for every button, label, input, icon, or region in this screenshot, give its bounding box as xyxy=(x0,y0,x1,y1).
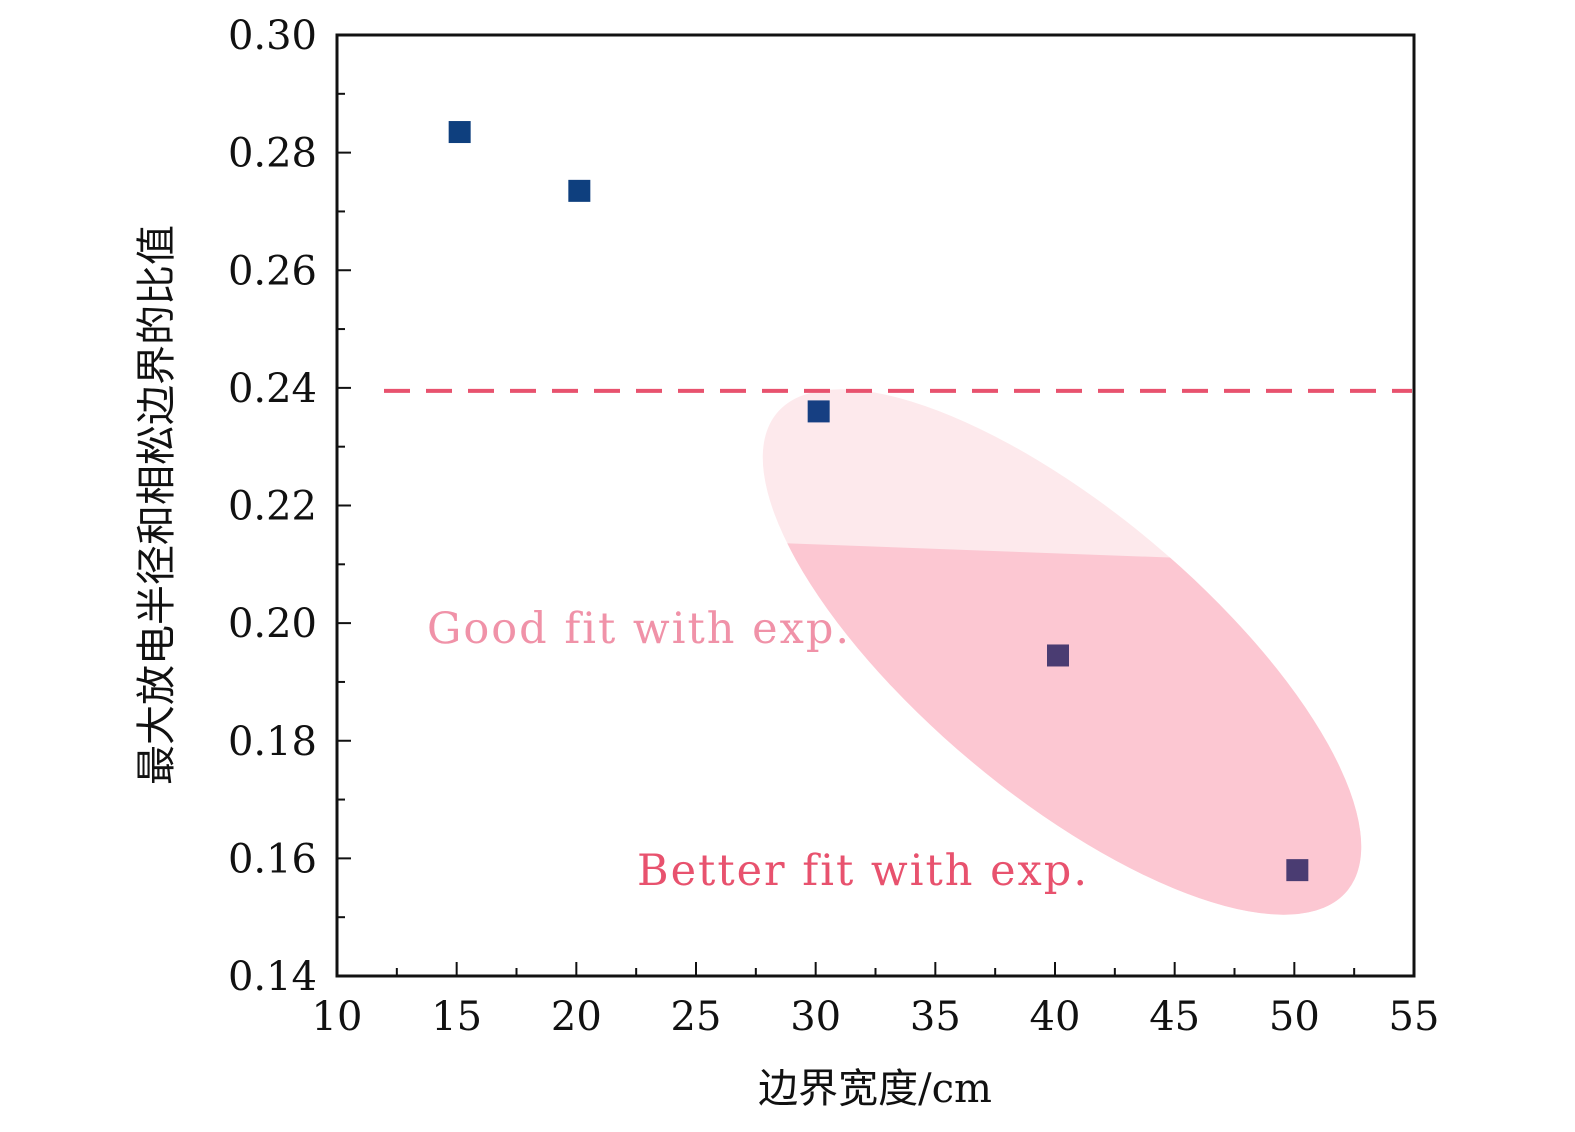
y-tick-label: 0.18 xyxy=(228,719,317,765)
x-tick-label: 15 xyxy=(431,994,482,1040)
data-point xyxy=(568,179,591,202)
x-tick-label: 30 xyxy=(790,994,841,1040)
data-point xyxy=(448,121,471,144)
x-tick-label: 50 xyxy=(1269,994,1320,1040)
data-point xyxy=(1286,859,1309,882)
x-tick-label: 45 xyxy=(1149,994,1200,1040)
x-tick-label: 40 xyxy=(1030,994,1081,1040)
data-point xyxy=(1047,644,1069,667)
y-axis: 0.14 0.16 0.18 0.20 0.22 0.24 0.26 0.28 0.30 xyxy=(228,13,351,1000)
x-tick-label: 25 xyxy=(671,994,722,1040)
annotation-better-fit: Better fit with exp. xyxy=(637,846,1089,896)
y-tick-label: 0.20 xyxy=(228,601,317,647)
y-tick-label: 0.14 xyxy=(228,954,317,1000)
y-tick-label: 0.22 xyxy=(228,484,317,530)
y-tick-label: 0.26 xyxy=(228,248,317,294)
x-tick-label: 35 xyxy=(910,994,961,1040)
annotation-good-fit: Good fit with exp. xyxy=(427,604,851,654)
x-axis-title: 边界宽度/cm xyxy=(758,1066,992,1112)
x-axis: 10 15 20 25 30 35 40 45 50 55 xyxy=(312,962,1440,1040)
y-tick-label: 0.16 xyxy=(228,836,317,882)
y-tick-label: 0.28 xyxy=(228,131,317,177)
x-tick-label: 10 xyxy=(312,994,363,1040)
data-point xyxy=(807,400,830,423)
data-points xyxy=(448,121,1309,882)
y-axis-title: 最大放电半径和相松边界的比值 xyxy=(134,225,180,785)
x-tick-label: 55 xyxy=(1389,994,1440,1040)
y-tick-label: 0.30 xyxy=(228,13,317,59)
y-tick-label: 0.24 xyxy=(228,366,317,412)
x-tick-label: 20 xyxy=(551,994,602,1040)
